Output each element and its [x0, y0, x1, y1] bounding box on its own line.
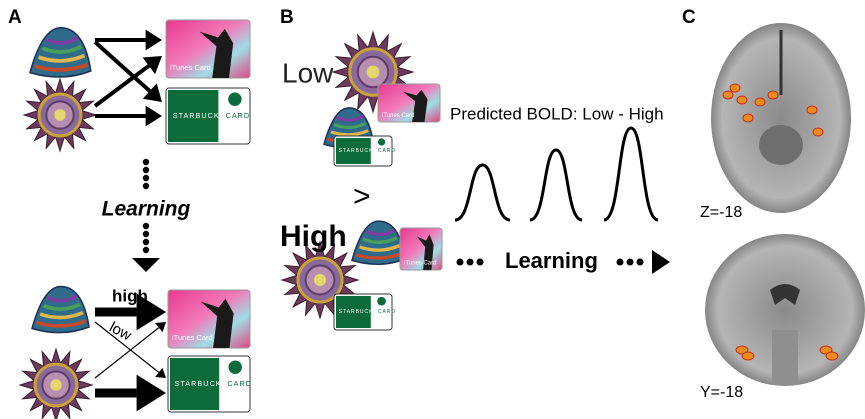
learning-label: Learning [102, 198, 191, 221]
slice-label: Z=-18 [700, 204, 742, 221]
card-text: iTunes Card [382, 113, 414, 119]
panel-label: C [682, 7, 696, 28]
arrow [95, 375, 166, 412]
card-text-part: STARBUCKS [339, 148, 378, 154]
activation-blob [826, 352, 838, 360]
dot [143, 183, 149, 189]
arrow-shaft [95, 66, 149, 106]
dot [467, 259, 474, 266]
fractal-star [24, 79, 96, 151]
starbucks-card: STARBUCKSCARD [166, 88, 250, 144]
star-core [314, 274, 326, 286]
itunes-card: iTunes Card [400, 228, 442, 270]
card-text-part: CARD [226, 111, 251, 120]
low-title: Low [282, 57, 334, 88]
arrow-head [155, 368, 166, 378]
predicted-label: Predicted BOLD: Low - High [450, 104, 664, 123]
arrow [95, 106, 162, 127]
activation-blob [807, 106, 817, 114]
learning-label: Learning [505, 248, 598, 273]
dot [143, 175, 149, 181]
activation-blob [737, 96, 747, 104]
panel-label: B [280, 7, 294, 28]
arrow-head [652, 250, 670, 274]
greater-sign: > [353, 180, 371, 213]
dot [477, 259, 484, 266]
card-text: STARBUCKSCARD [339, 309, 396, 315]
dot [637, 259, 644, 266]
panel-label: A [8, 7, 22, 28]
card-text: STARBUCKSCARD [339, 148, 396, 154]
low-label: low [106, 319, 134, 345]
arrow-head [132, 258, 160, 272]
high-label: high [112, 286, 148, 305]
fractal-cone [30, 28, 91, 77]
slice-label: Y=-18 [700, 384, 743, 401]
dot [457, 259, 464, 266]
itunes-card: iTunes Card [166, 20, 250, 78]
star-core [54, 109, 66, 121]
starbucks-card: STARBUCKSCARD [334, 294, 396, 330]
dot [143, 239, 149, 245]
card-text-part: CARD [378, 148, 396, 154]
card-logo [377, 297, 386, 306]
fractal-cone [32, 286, 89, 332]
itunes-card: iTunes Card [378, 84, 440, 122]
brainstem [759, 125, 803, 165]
fractal-cone [352, 221, 405, 264]
card-text-part: STARBUCKS [173, 111, 226, 120]
brainstem [772, 330, 798, 385]
arrow-head [146, 106, 162, 127]
activation-blob [743, 114, 753, 122]
activation-blob [730, 84, 740, 92]
activation-blob [755, 98, 765, 106]
activation-blob [742, 352, 754, 360]
arrow-head [146, 30, 162, 51]
arrow-head [143, 56, 162, 74]
card-text: STARBUCKSCARD [175, 379, 252, 388]
card-logo [229, 360, 242, 373]
card-text-part: STARBUCKS [175, 379, 228, 388]
dot [143, 247, 149, 253]
arrow [95, 42, 162, 102]
dot [627, 259, 634, 266]
card-text-part: CARD [227, 379, 252, 388]
card-text: STARBUCKSCARD [173, 111, 250, 120]
star-core [50, 379, 62, 391]
arrow [95, 30, 162, 51]
activation-blob [723, 91, 733, 99]
activation-blob [768, 91, 778, 99]
dot [143, 231, 149, 237]
starbucks-card: STARBUCKSCARD [334, 136, 396, 166]
bold-curve [455, 165, 510, 220]
itunes-card: iTunes Card [168, 290, 250, 348]
figure: iTunes CardSTARBUCKSCARDiTunes CardSTARB… [0, 0, 865, 419]
arrow-head [155, 322, 166, 332]
starbucks-card: STARBUCKSCARD [168, 356, 252, 412]
card-text: iTunes Card [404, 260, 436, 266]
card-text: iTunes Card [172, 333, 213, 342]
activation-blob [813, 128, 823, 136]
fractal-star [20, 349, 92, 419]
arrow-head [137, 375, 166, 412]
star-core [367, 66, 380, 79]
card-text: iTunes Card [170, 63, 211, 72]
card-logo [378, 138, 385, 145]
card-logo [228, 92, 241, 105]
card-text-part: CARD [378, 309, 396, 315]
card-text-part: STARBUCKS [339, 309, 378, 315]
dot [143, 159, 149, 165]
bold-curve [604, 128, 658, 220]
dot [143, 223, 149, 229]
high-title: High [280, 220, 347, 253]
dot [143, 167, 149, 173]
dot [617, 259, 624, 266]
bold-curve [530, 150, 582, 220]
